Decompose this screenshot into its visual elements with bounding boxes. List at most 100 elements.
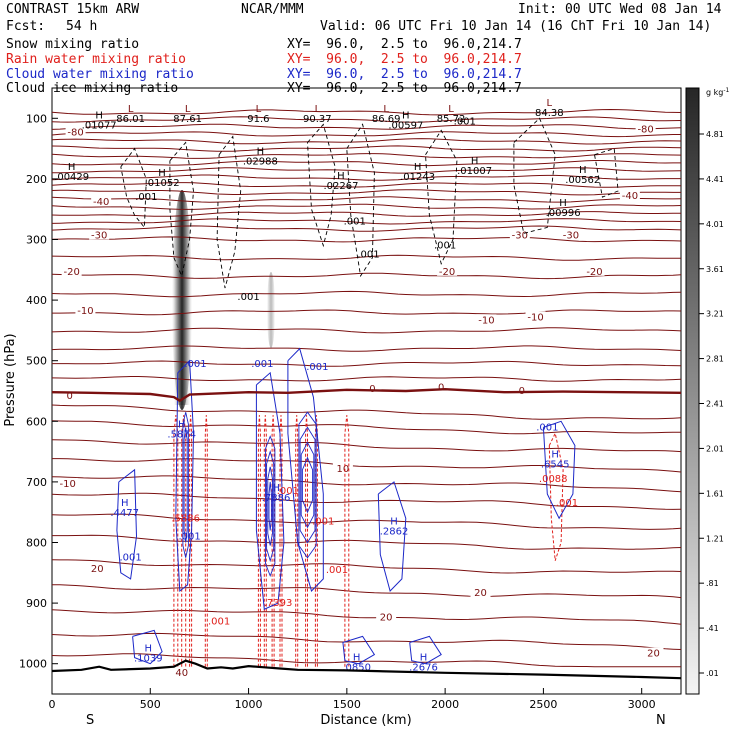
cloud-water-contour — [255, 371, 285, 610]
cloud-water-label: .001 — [251, 359, 273, 370]
cloud-water-extreme-mark: H — [121, 498, 129, 509]
isotherm-label-bg — [59, 390, 80, 401]
isotherm-label-bg — [635, 123, 656, 134]
colorbar-tick-label: .01 — [706, 669, 719, 678]
rain-contour — [548, 431, 564, 561]
isotherm-label: 20 — [474, 588, 487, 599]
cloud-water-contour — [542, 420, 576, 520]
isotherm-label: 20 — [647, 649, 660, 660]
cloud-water-extreme-value: .5874 — [167, 429, 196, 440]
cloud-water-contour — [409, 635, 442, 665]
isotherm-label: 10 — [337, 464, 350, 475]
cloud-ice-contours — [120, 117, 619, 289]
cloud-water-extreme-mark: H — [272, 483, 280, 494]
isotherm-line — [51, 584, 682, 599]
cloud-ice-label: .001 — [135, 192, 157, 203]
isotherm-line — [52, 360, 682, 367]
cloud-ice-contour — [346, 123, 375, 278]
snow-extreme-mark: H — [158, 168, 166, 179]
rain-label: .001 — [312, 516, 334, 527]
isotherm-line — [51, 203, 682, 210]
isotherm-line — [51, 327, 682, 334]
field-xy-cloud-water: XY= 96.0, 2.5 to 96.0,214.7 — [287, 67, 522, 82]
isotherm-label-bg — [57, 477, 78, 488]
isotherm-label-bg — [61, 265, 82, 276]
snow-extreme-value: 84.38 — [535, 108, 564, 119]
isotherm-line — [51, 236, 682, 243]
cloud-water-extreme-value: .6545 — [541, 460, 570, 471]
isotherm-line — [51, 475, 682, 493]
isotherm-line — [51, 225, 682, 232]
x-tick-label: 500 — [140, 698, 161, 711]
isotherm-label: -30 — [563, 230, 579, 241]
isotherm-line — [52, 534, 682, 550]
cloud-water-contour — [287, 347, 324, 592]
isotherm-label: -10 — [478, 315, 494, 326]
x-tick-label: 2000 — [431, 698, 459, 711]
isotherm-line — [51, 218, 682, 225]
isotherm-label-bg — [75, 305, 96, 316]
isotherm-label-bg — [171, 667, 192, 678]
cloud-water-contour — [175, 359, 195, 592]
isotherm-label-bg — [619, 190, 640, 201]
cloud-water-label: .001 — [306, 362, 328, 373]
rain-contour — [344, 415, 350, 667]
cloud-ice-contour — [425, 129, 458, 266]
colorbar-tick-label: 4.81 — [706, 130, 724, 139]
contour-labels: L86.01L87.61L91.6L90.37L86.69L85.72L84.3… — [54, 98, 600, 673]
isotherm-label-bg — [362, 382, 383, 393]
isotherm-label: -40 — [93, 197, 109, 208]
isotherm-label-bg — [476, 314, 497, 325]
freezing-level-line — [51, 387, 682, 403]
cloud-water-contour — [132, 629, 163, 665]
x-tick-label: 1500 — [333, 698, 361, 711]
snow-shading — [172, 190, 275, 410]
isotherm-label-bg — [376, 611, 397, 622]
isotherm-label-bg — [470, 587, 491, 598]
valid-time: Valid: 06 UTC Fri 10 Jan 14 (16 ChT Fri … — [320, 19, 712, 34]
isotherm-line — [51, 290, 682, 298]
cloud-water-contour — [116, 468, 138, 580]
rain-label: .7393 — [264, 598, 293, 609]
isotherm-line — [51, 404, 682, 420]
isotherm-line — [51, 153, 682, 159]
isotherm-line — [51, 116, 682, 123]
x-tick-label: 2500 — [529, 698, 557, 711]
cloud-water-extreme-mark: H — [145, 644, 153, 655]
snow-extreme-mark: H — [337, 171, 345, 182]
rain-contour — [257, 415, 261, 667]
left-title: CONTRAST 15km ARW — [6, 2, 140, 17]
cloud-water-label: .001 — [184, 359, 206, 370]
cloud-water-extreme-value: .4477 — [110, 508, 139, 519]
cloud-water-extreme-mark: H — [551, 450, 559, 461]
isotherm-label: -20 — [586, 267, 602, 278]
rain-label: .0088 — [539, 474, 568, 485]
cloud-water-extreme-value: .1039 — [134, 654, 163, 665]
isotherm-line — [51, 123, 682, 130]
cloud-water-label: .001 — [119, 553, 141, 564]
isotherm-label-bg — [511, 385, 532, 396]
isotherm-label: -30 — [91, 230, 107, 241]
snow-extreme-mark: L — [256, 104, 262, 115]
isotherm-line — [52, 309, 682, 316]
rain-label: .001 — [208, 616, 230, 627]
colorbar-ticks: 4.81 4.41 4.01 3.61 3.21 2.81 2.41 2.01 1.61 1.21… — [699, 130, 724, 678]
cloud-water-contours — [116, 347, 576, 665]
snow-extreme-mark: H — [579, 165, 587, 176]
cloud-water-core-contour — [268, 481, 272, 531]
isotherm-label-bg — [91, 196, 112, 207]
snow-extreme-value: .00562 — [565, 175, 600, 186]
isotherm-label-bg — [65, 126, 86, 137]
isotherm-line — [51, 439, 682, 453]
colorbar-gradient — [685, 87, 700, 695]
y-axis: 100 200 300 400 500 600 700 800 900 1000 — [19, 112, 58, 671]
snow-plume-second — [267, 272, 275, 348]
rain-label: .5886 — [171, 513, 200, 524]
isotherm-line — [52, 167, 682, 174]
colorbar-tick-label: 2.01 — [706, 444, 724, 453]
snow-extreme-mark: H — [471, 156, 479, 167]
snow-extreme-mark: H — [68, 162, 76, 173]
snow-extreme-value: 86.01 — [116, 114, 145, 125]
field-name-rain: Rain water mixing ratio — [6, 52, 187, 67]
isotherm-label: -10 — [77, 306, 93, 317]
